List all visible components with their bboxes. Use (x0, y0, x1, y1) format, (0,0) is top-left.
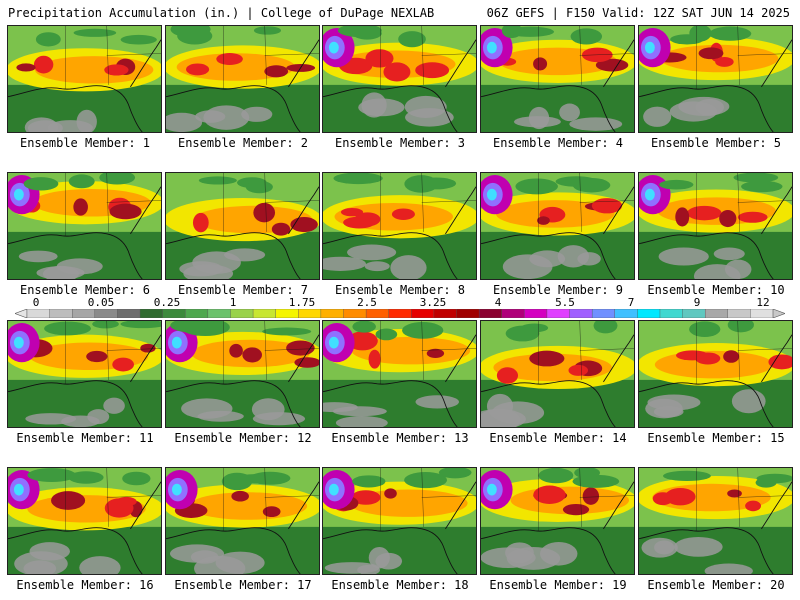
colorbar-swatch (365, 309, 390, 318)
ensemble-member-map (480, 25, 635, 133)
colorbar-swatch (230, 309, 254, 318)
colorbar-swatch (275, 309, 299, 318)
colorbar-swatch (139, 309, 164, 318)
colorbar-swatch (388, 309, 412, 318)
ensemble-member-label: Ensemble Member: 12 (174, 431, 312, 445)
ensemble-member-map (7, 320, 162, 428)
ensemble-member-map (638, 172, 793, 280)
ensemble-member-label: Ensemble Member: 1 (19, 136, 151, 150)
colorbar-swatch (546, 309, 570, 318)
model-run-info: 06Z GEFS | F150 Valid: 12Z SAT JUN 14 20… (486, 6, 790, 20)
colorbar-swatch (637, 309, 661, 318)
precipitation-colorbar (15, 309, 785, 318)
ensemble-member-map (638, 320, 793, 428)
ensemble-member-map (638, 467, 793, 575)
colorbar-tick-label: 3.25 (419, 296, 447, 309)
ensemble-member-map (480, 320, 635, 428)
colorbar-swatch (343, 309, 367, 318)
colorbar-tick-label: 1.75 (288, 296, 316, 309)
ensemble-member-map (165, 172, 320, 280)
ensemble-member-label: Ensemble Member: 8 (334, 283, 466, 297)
ensemble-member-label: Ensemble Member: 4 (492, 136, 624, 150)
colorbar-swatch (185, 309, 209, 318)
ensemble-member-label: Ensemble Member: 16 (16, 578, 154, 592)
colorbar-swatch (501, 309, 525, 318)
ensemble-member-label: Ensemble Member: 2 (177, 136, 309, 150)
ensemble-member-label: Ensemble Member: 7 (177, 283, 309, 297)
colorbar-swatch (26, 309, 51, 318)
ensemble-member-label: Ensemble Member: 10 (647, 283, 785, 297)
ensemble-member-label: Ensemble Member: 20 (647, 578, 785, 592)
colorbar-swatch (591, 309, 616, 318)
ensemble-member-label: Ensemble Member: 5 (650, 136, 782, 150)
ensemble-member-map (480, 172, 635, 280)
colorbar-tick-label: 1 (229, 296, 237, 309)
colorbar-swatch (614, 309, 638, 318)
ensemble-member-map (322, 172, 477, 280)
colorbar-tick-label: 7 (627, 296, 635, 309)
ensemble-member-map (165, 467, 320, 575)
colorbar-tick-label: 12 (756, 296, 770, 309)
ensemble-member-label: Ensemble Member: 9 (492, 283, 624, 297)
colorbar-swatch (320, 309, 344, 318)
colorbar-swatch (659, 309, 683, 318)
ensemble-member-label: Ensemble Member: 3 (334, 136, 466, 150)
colorbar-swatch (524, 309, 548, 318)
colorbar-tick-label: 0.25 (153, 296, 181, 309)
colorbar-swatch (252, 309, 277, 318)
map-title: Precipitation Accumulation (in.) | Colle… (8, 6, 435, 20)
ensemble-member-map (322, 467, 477, 575)
colorbar-swatch (49, 309, 73, 318)
ensemble-member-label: Ensemble Member: 14 (489, 431, 627, 445)
colorbar-swatch (456, 309, 480, 318)
colorbar-swatch (478, 309, 503, 318)
colorbar-swatch (727, 309, 751, 318)
colorbar-swatch (569, 309, 593, 318)
colorbar-swatch (682, 309, 706, 318)
ensemble-member-map (7, 467, 162, 575)
ensemble-member-label: Ensemble Member: 17 (174, 578, 312, 592)
colorbar-tick-label: 0.05 (87, 296, 115, 309)
colorbar-swatch (433, 309, 457, 318)
ensemble-member-label: Ensemble Member: 6 (19, 283, 151, 297)
colorbar-tick-label: 5.5 (555, 296, 575, 309)
colorbar-tick-label: 4 (494, 296, 502, 309)
ensemble-member-label: Ensemble Member: 19 (489, 578, 627, 592)
colorbar-swatch (750, 309, 774, 318)
colorbar-swatch (162, 309, 186, 318)
ensemble-member-label: Ensemble Member: 11 (16, 431, 154, 445)
colorbar-swatch (704, 309, 729, 318)
ensemble-member-map (7, 25, 162, 133)
ensemble-member-map (322, 25, 477, 133)
ensemble-member-map (480, 467, 635, 575)
ensemble-member-map (165, 320, 320, 428)
ensemble-member-label: Ensemble Member: 13 (331, 431, 469, 445)
colorbar-swatch (117, 309, 141, 318)
colorbar-swatch (72, 309, 96, 318)
colorbar-swatch (207, 309, 231, 318)
colorbar-tick-label: 2.5 (357, 296, 377, 309)
colorbar-swatch (94, 309, 118, 318)
ensemble-member-map (638, 25, 793, 133)
ensemble-member-label: Ensemble Member: 18 (331, 578, 469, 592)
ensemble-member-map (322, 320, 477, 428)
colorbar-tick-label: 0 (32, 296, 40, 309)
colorbar-tick-label: 9 (693, 296, 701, 309)
ensemble-member-label: Ensemble Member: 15 (647, 431, 785, 445)
ensemble-member-map (7, 172, 162, 280)
ensemble-member-map (165, 25, 320, 133)
colorbar-swatch (411, 309, 435, 318)
colorbar-swatch (298, 309, 322, 318)
